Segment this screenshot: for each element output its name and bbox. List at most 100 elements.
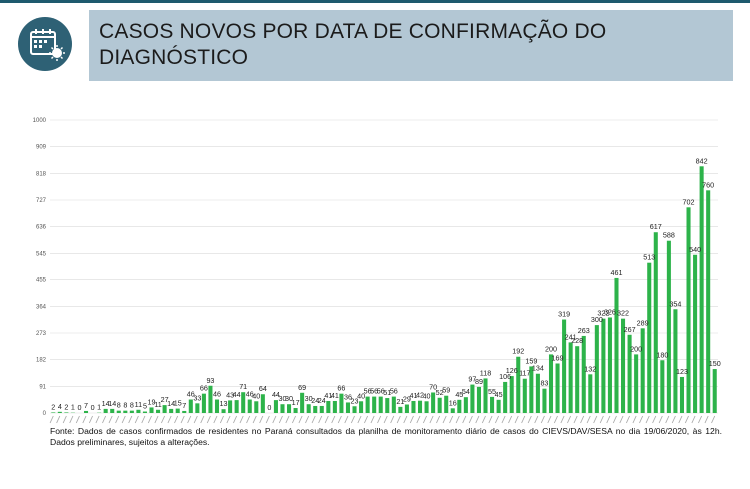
bar-value-label: 0 (91, 403, 95, 412)
y-tick-label: 818 (36, 171, 47, 177)
gridlines (50, 119, 718, 414)
bar (182, 410, 187, 413)
bar-value-label: 289 (637, 318, 649, 327)
x-tick-label (115, 415, 120, 424)
x-tick-label (265, 415, 270, 424)
bar (116, 410, 121, 413)
top-accent-line (0, 0, 750, 3)
x-tick-label (455, 415, 460, 424)
bar (326, 400, 331, 413)
bar-value-label: 14 (108, 399, 116, 408)
x-tick-label (442, 415, 447, 424)
x-tick-label (167, 415, 172, 424)
x-tick-label (416, 415, 421, 424)
bar (404, 404, 409, 413)
x-tick-label (226, 415, 231, 424)
bar-value-label: 44 (272, 390, 280, 399)
bar-value-label: 300 (591, 315, 603, 324)
bar (332, 400, 337, 413)
x-tick-label (691, 415, 696, 424)
bar-value-label: 46 (246, 390, 254, 399)
bar-value-label: 41 (324, 391, 332, 400)
x-tick-label (383, 415, 388, 424)
bar-value-label: 241 (565, 332, 577, 341)
x-tick-label (527, 415, 532, 424)
bar-value-label: 106 (499, 372, 511, 381)
bar (398, 406, 403, 413)
bar (575, 346, 580, 413)
x-tick-label (206, 415, 211, 424)
y-tick-label: 727 (36, 198, 47, 204)
bar-value-label: 70 (429, 382, 437, 391)
bar (601, 318, 606, 413)
bar (280, 404, 285, 413)
x-tick-label (213, 415, 218, 424)
x-tick-label (69, 415, 74, 424)
bar (188, 399, 193, 413)
y-tick-label: 636 (36, 225, 47, 231)
x-tick-label (154, 415, 159, 424)
x-tick-label (331, 415, 336, 424)
calendar-virus-icon (18, 17, 72, 71)
bar (385, 398, 390, 413)
bar (313, 405, 318, 413)
x-tick-label (711, 415, 716, 424)
bar-value-label: 842 (696, 156, 708, 165)
y-tick-label: 182 (36, 358, 47, 364)
bar (450, 408, 455, 413)
bar (352, 406, 357, 413)
x-tick-label (449, 415, 454, 424)
bar (221, 409, 226, 413)
y-tick-label: 909 (36, 145, 47, 151)
bar-value-label: 40 (252, 391, 260, 400)
page-title: CASOS NOVOS POR DATA DE CONFIRMAÇÃO DO D… (99, 20, 607, 69)
bar-value-label: 36 (344, 392, 352, 401)
x-tick-label (88, 415, 93, 424)
bar-value-label: 169 (552, 353, 564, 362)
bar (463, 397, 468, 413)
y-tick-label: 545 (36, 251, 47, 257)
bar-value-label: 30 (285, 394, 293, 403)
bar (431, 392, 436, 413)
bar-value-label: 263 (578, 326, 590, 335)
x-axis-ticks (49, 415, 716, 424)
x-tick-label (475, 415, 480, 424)
bar (300, 392, 305, 413)
bar (457, 399, 462, 413)
bar-value-label: 117 (519, 369, 530, 378)
x-tick-label (645, 415, 650, 424)
bar (319, 405, 324, 413)
bar-value-label: 41 (409, 391, 417, 400)
x-tick-label (252, 415, 257, 424)
x-tick-label (75, 415, 80, 424)
y-axis-ticks: 0 91 182 273 364 455 545 636 727 818 909 1000 (33, 118, 47, 417)
bar (129, 410, 134, 413)
x-tick-label (141, 415, 146, 424)
x-tick-label (396, 415, 401, 424)
bar (424, 401, 429, 413)
bar-value-label: 27 (161, 395, 169, 404)
x-tick-label (488, 415, 493, 424)
x-tick-label (632, 415, 637, 424)
x-tick-label (174, 415, 179, 424)
x-tick-label (318, 415, 323, 424)
x-tick-label (246, 415, 251, 424)
bar-value-label: 56 (377, 387, 385, 396)
bar-value-label: 30 (305, 394, 313, 403)
bar (640, 328, 645, 413)
x-tick-label (56, 415, 61, 424)
bar-value-label: 51 (383, 388, 391, 397)
bar-value-label: 461 (610, 268, 622, 277)
x-tick-label (160, 415, 166, 424)
bar (241, 392, 246, 413)
x-tick-label (324, 415, 329, 424)
y-tick-label: 91 (39, 384, 46, 390)
x-tick-label (390, 415, 395, 424)
bar-value-label: 83 (540, 379, 548, 388)
bar (417, 400, 423, 413)
x-tick-label (671, 415, 676, 424)
bar-value-label: 159 (525, 356, 537, 365)
x-tick-label (128, 415, 133, 424)
bar-value-label: 0 (267, 403, 271, 412)
x-tick-label (233, 415, 238, 424)
